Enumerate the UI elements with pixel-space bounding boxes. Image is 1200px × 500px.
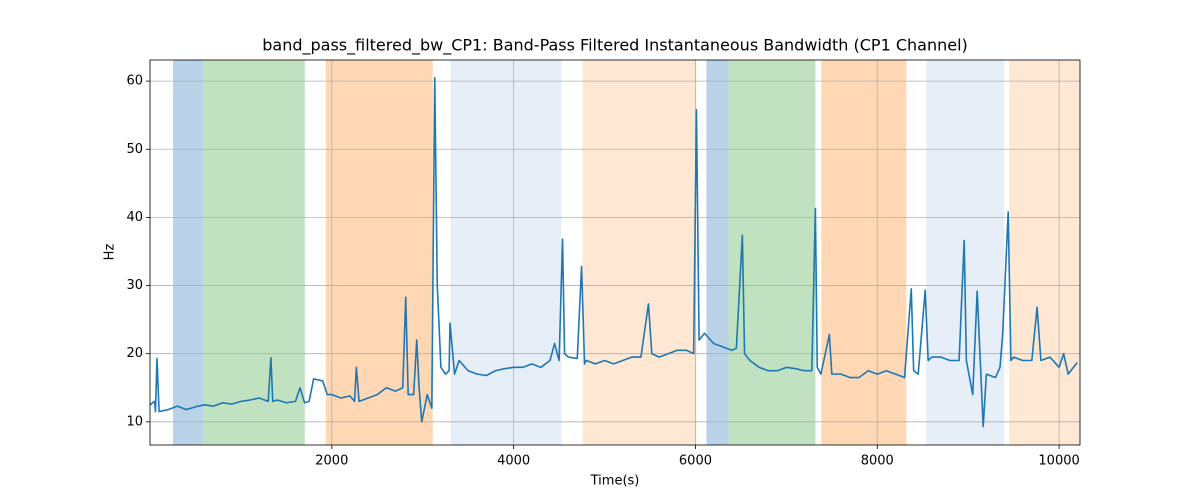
y-tick-label: 10 <box>126 414 143 429</box>
x-axis-label: Time(s) <box>590 474 640 489</box>
x-tick-label: 10000 <box>1038 454 1079 469</box>
data-line <box>150 76 1078 428</box>
shaded-span <box>1009 60 1080 445</box>
shaded-span <box>325 60 433 445</box>
y-tick-label: 60 <box>126 74 143 89</box>
shaded-span <box>821 60 907 445</box>
shaded-span <box>173 60 203 445</box>
plot-frame <box>149 59 1081 446</box>
x-tick-label: 4000 <box>497 454 530 469</box>
y-axis-label: Hz <box>103 244 118 261</box>
shaded-span <box>202 60 305 445</box>
x-tick-label: 8000 <box>861 454 894 469</box>
shaded-span <box>706 60 729 445</box>
y-tick-label: 30 <box>126 278 143 293</box>
y-tick-label: 40 <box>126 210 143 225</box>
x-tick-label: 6000 <box>679 454 712 469</box>
shaded-span <box>582 60 697 445</box>
shaded-span <box>450 60 562 445</box>
chart-title: band_pass_filtered_bw_CP1: Band-Pass Fil… <box>262 36 968 56</box>
x-tick-label: 2000 <box>315 454 348 469</box>
y-tick-label: 20 <box>126 346 143 361</box>
y-tick-label: 50 <box>126 142 143 157</box>
